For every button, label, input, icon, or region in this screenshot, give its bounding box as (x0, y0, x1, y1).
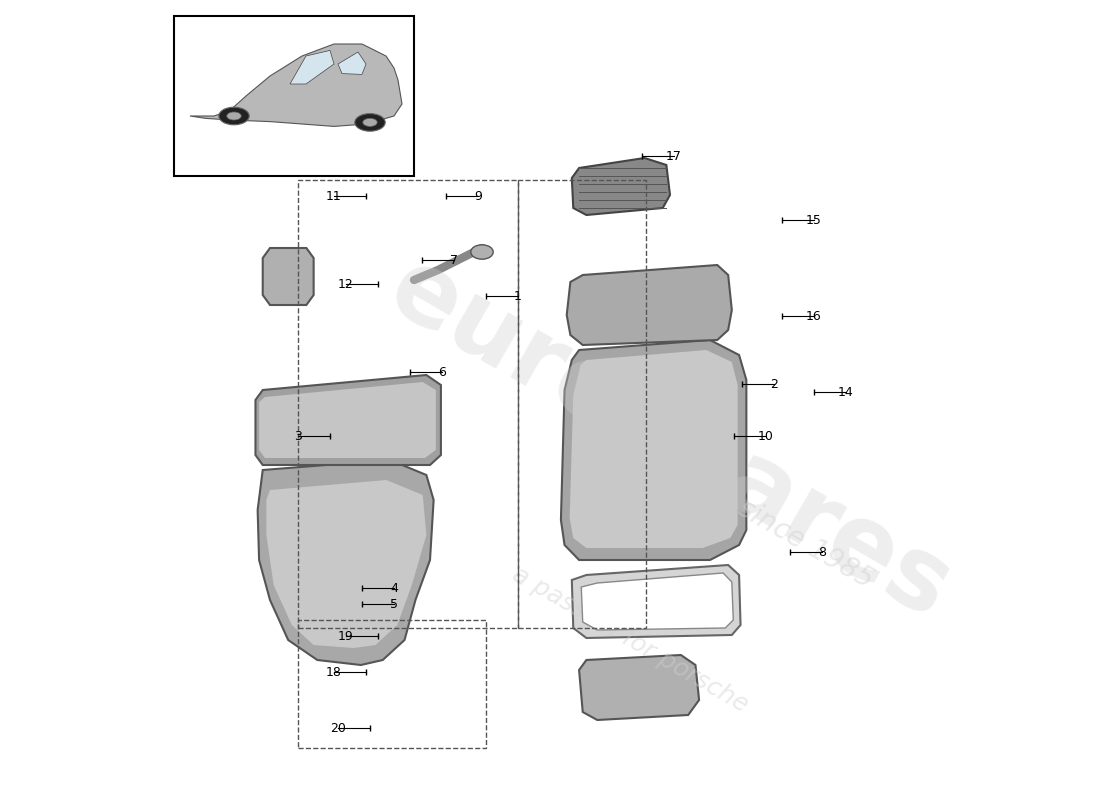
Bar (174, 16, 414, 176)
Text: 7: 7 (450, 254, 458, 266)
Polygon shape (266, 480, 427, 648)
Text: 5: 5 (390, 598, 398, 610)
Ellipse shape (219, 107, 250, 125)
Text: 16: 16 (806, 310, 822, 322)
Text: 15: 15 (806, 214, 822, 226)
Text: 17: 17 (667, 150, 682, 162)
Text: 3: 3 (294, 430, 301, 442)
Ellipse shape (471, 245, 493, 259)
Text: 4: 4 (390, 582, 398, 594)
Text: 9: 9 (474, 190, 482, 202)
Text: eurospares: eurospares (372, 240, 968, 640)
Ellipse shape (227, 112, 241, 120)
Polygon shape (570, 350, 738, 548)
Polygon shape (566, 265, 732, 345)
Polygon shape (190, 44, 402, 126)
Text: 1: 1 (514, 290, 521, 302)
Polygon shape (290, 50, 334, 84)
Text: 12: 12 (338, 278, 354, 290)
Text: 11: 11 (326, 190, 342, 202)
Polygon shape (572, 158, 670, 215)
Bar (298, 180, 518, 628)
Polygon shape (263, 248, 313, 305)
Text: since 1985: since 1985 (734, 494, 879, 594)
Text: 10: 10 (758, 430, 774, 442)
Text: 2: 2 (770, 378, 778, 390)
Text: a passion for porsche: a passion for porsche (508, 562, 752, 718)
Text: 20: 20 (330, 722, 345, 734)
Bar (518, 180, 646, 628)
Polygon shape (561, 340, 747, 560)
Text: 18: 18 (326, 666, 342, 678)
Polygon shape (581, 573, 734, 630)
Text: 8: 8 (818, 546, 826, 558)
Polygon shape (260, 382, 436, 458)
Bar (298, 620, 486, 748)
Polygon shape (257, 460, 433, 665)
Polygon shape (572, 565, 740, 638)
Polygon shape (338, 52, 366, 74)
Text: 6: 6 (438, 366, 446, 378)
Polygon shape (579, 655, 700, 720)
Ellipse shape (355, 114, 385, 131)
Polygon shape (255, 375, 441, 465)
Text: 19: 19 (338, 630, 354, 642)
Text: 14: 14 (838, 386, 854, 398)
Ellipse shape (363, 118, 377, 126)
